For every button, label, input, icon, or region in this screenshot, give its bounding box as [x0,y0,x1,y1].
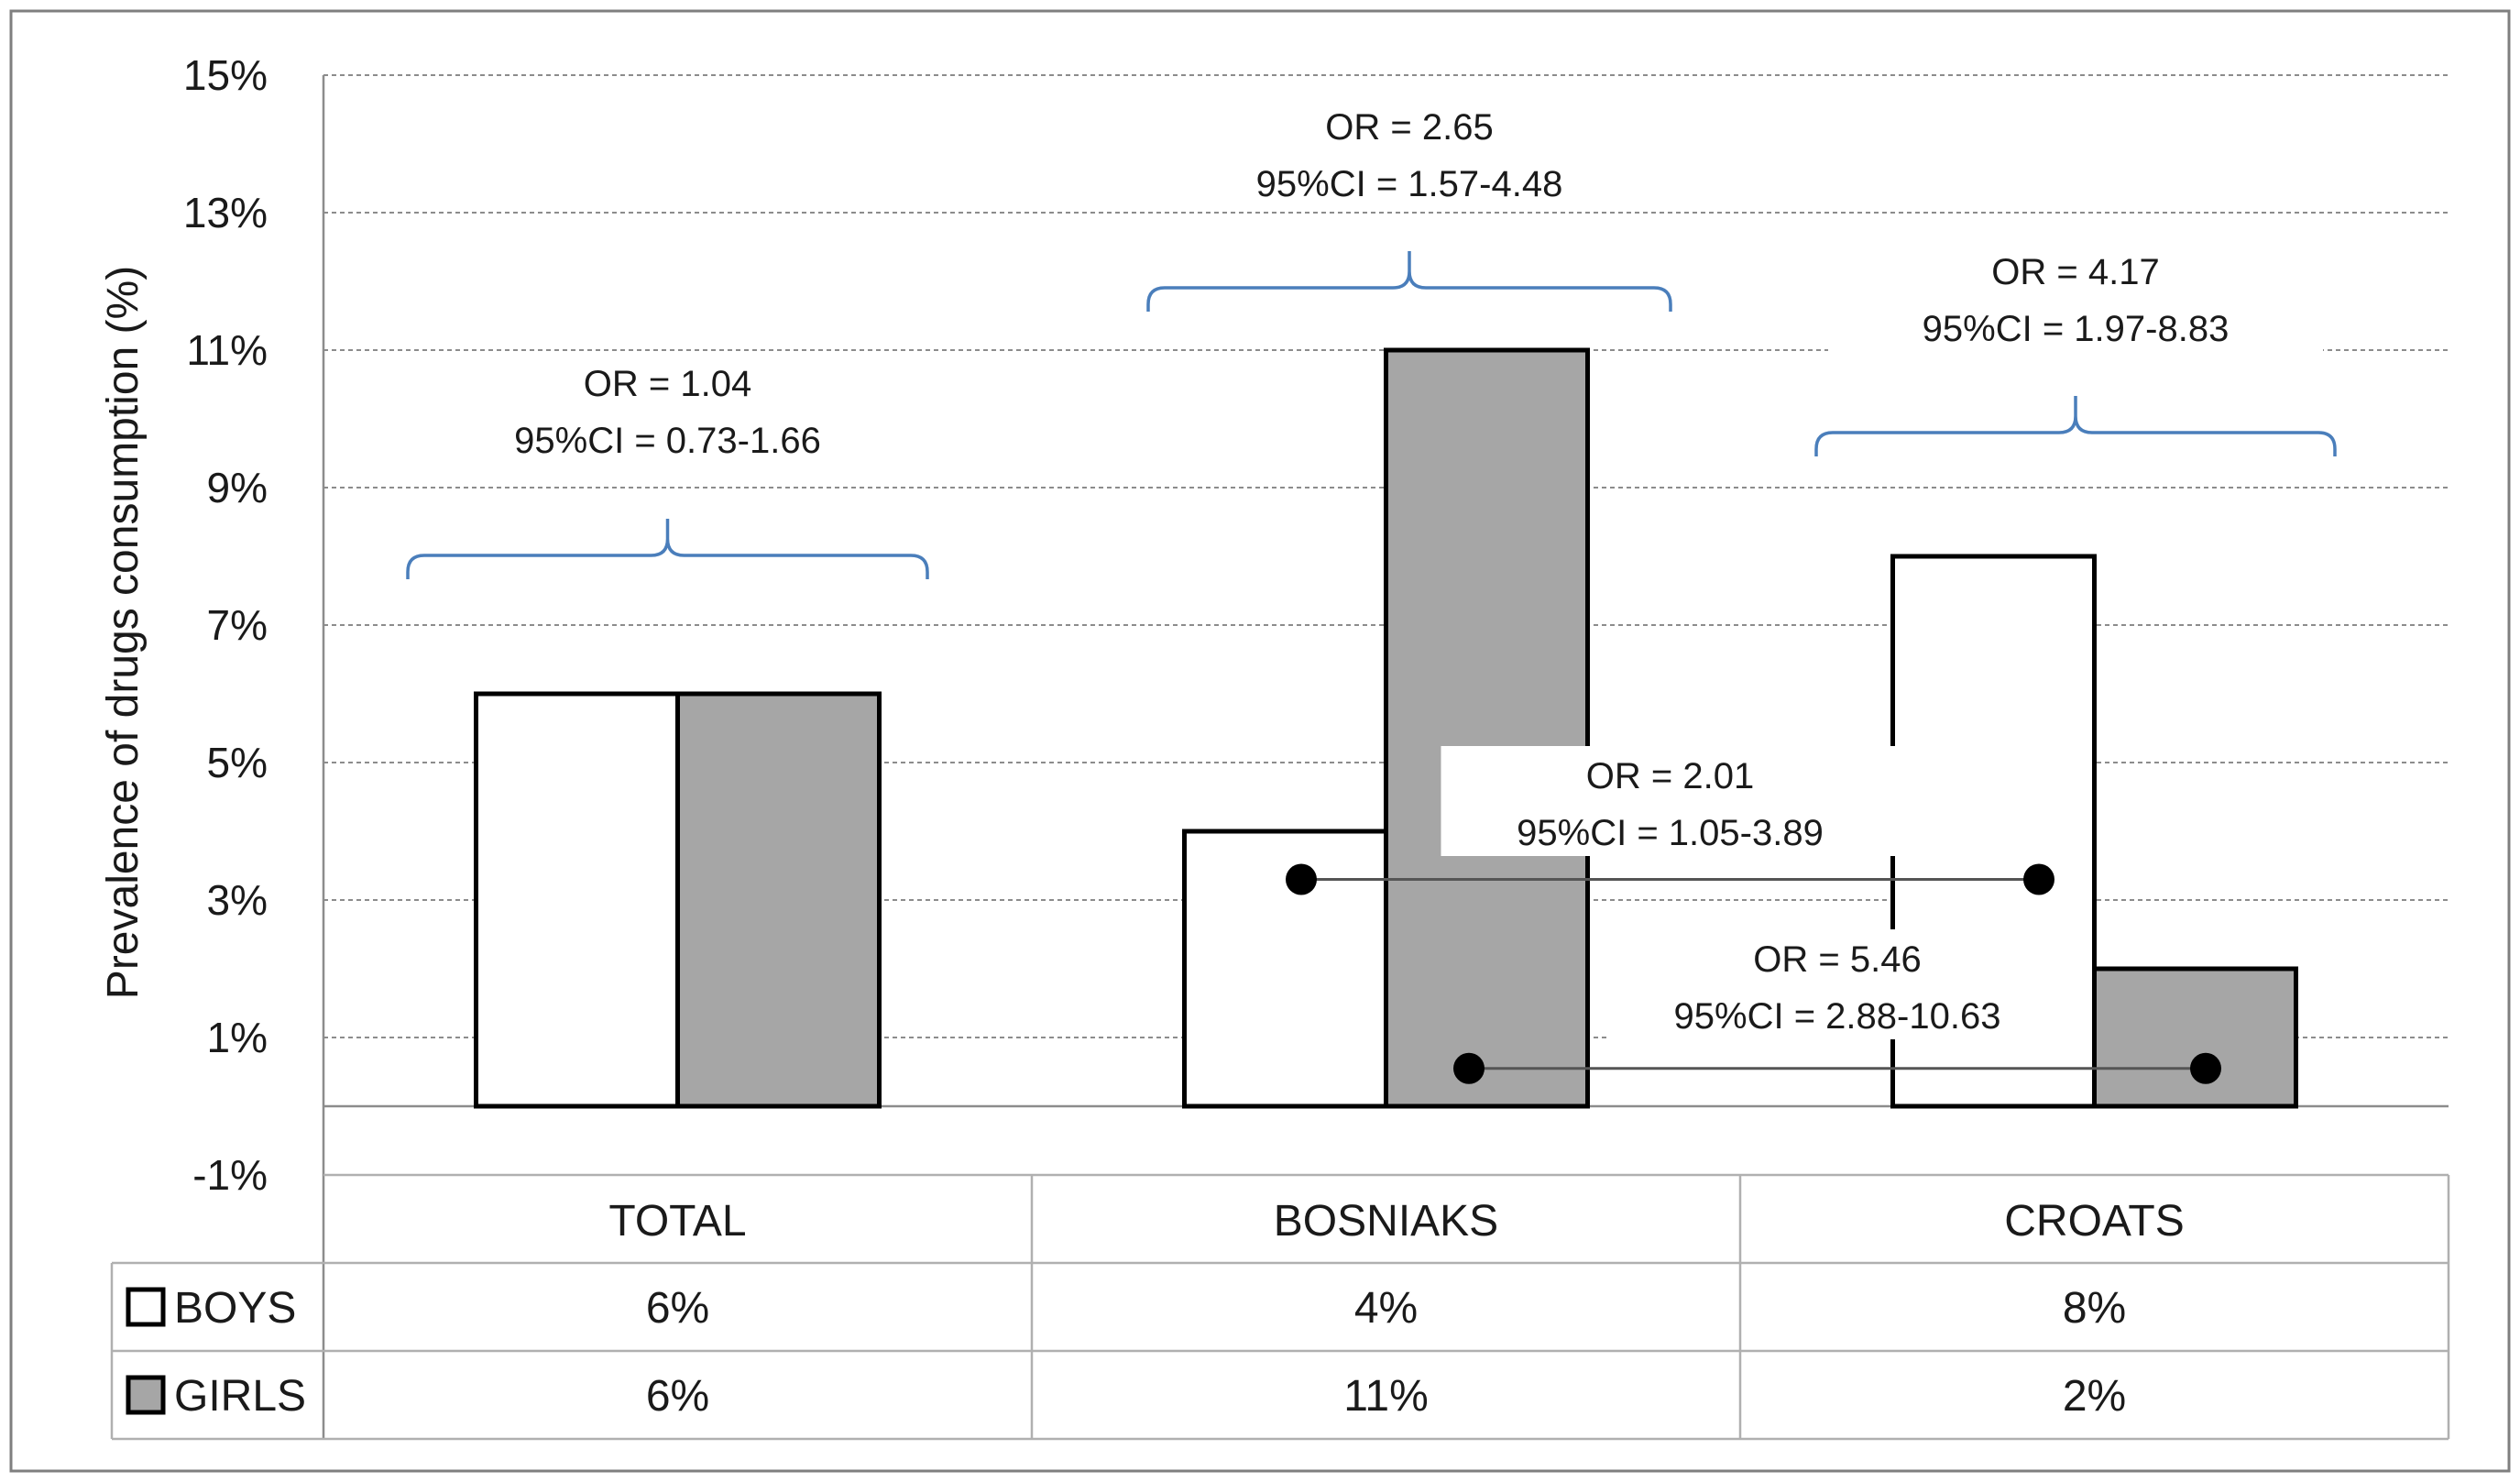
annotation-backdrop [1828,242,2323,352]
chart-frame [9,9,2511,1473]
data-label: 4% [1354,1284,1418,1333]
annotation-ci: 95%CI = 0.73-1.66 [514,421,821,461]
y-tick-label: 3% [207,876,268,924]
annotation-backdrop [420,354,915,464]
y-tick-label: 13% [183,189,268,236]
x-tick-label: TOTAL [608,1197,746,1246]
annotation-or: OR = 4.17 [1991,252,2159,292]
annotation-or: OR = 1.04 [584,364,751,404]
bar-boys-bosniaks [1182,829,1388,1109]
bar-boys-total [474,691,680,1109]
annotation-brace [1146,251,1672,312]
bar-girls-total [675,691,882,1109]
legend-key-boys [126,1287,166,1327]
y-tick-label: 7% [207,601,268,649]
legend-label: BOYS [174,1284,296,1333]
connector-ci: 95%CI = 2.88-10.63 [1674,996,2001,1037]
data-label: 6% [646,1284,709,1333]
data-label: 11% [1343,1372,1429,1421]
y-tick-label: 5% [207,739,268,786]
bar-girls-bosniaks [1384,347,1590,1109]
connector-or: OR = 2.01 [1586,756,1754,796]
annotation-ci: 95%CI = 1.97-8.83 [1923,309,2230,349]
x-tick-label: BOSNIAKS [1274,1197,1498,1246]
x-tick-label: CROATS [2004,1197,2184,1246]
y-tick-label: 1% [207,1014,268,1061]
y-tick-label: 11% [186,326,268,374]
legend-label: GIRLS [174,1372,306,1421]
annotation-or: OR = 2.65 [1325,107,1493,148]
y-axis-title: Prevalence of drugs consumption (%) [99,266,148,999]
connector-backdrop [1608,929,2066,1039]
y-tick-label: -1% [192,1151,268,1199]
connector-dot [1453,1052,1485,1084]
connector-dot [1286,863,1317,895]
connector-ci: 95%CI = 1.05-3.89 [1517,813,1824,853]
data-label: 2% [2063,1372,2126,1421]
legend-key-girls [126,1375,166,1415]
bar-girls-croats [2092,966,2298,1109]
annotation-ci: 95%CI = 1.57-4.48 [1256,164,1563,204]
connector-or: OR = 5.46 [1753,939,1921,980]
data-label: 6% [646,1372,709,1421]
annotation-brace [406,519,929,579]
annotation-backdrop [1162,97,1657,207]
annotation-brace [1814,396,2337,456]
connector-dot [2190,1052,2221,1084]
y-tick-label: 15% [183,51,268,99]
connector-dot [2023,863,2054,895]
data-label: 8% [2063,1284,2126,1333]
y-tick-label: 9% [207,464,268,511]
connector-backdrop [1441,746,1900,856]
